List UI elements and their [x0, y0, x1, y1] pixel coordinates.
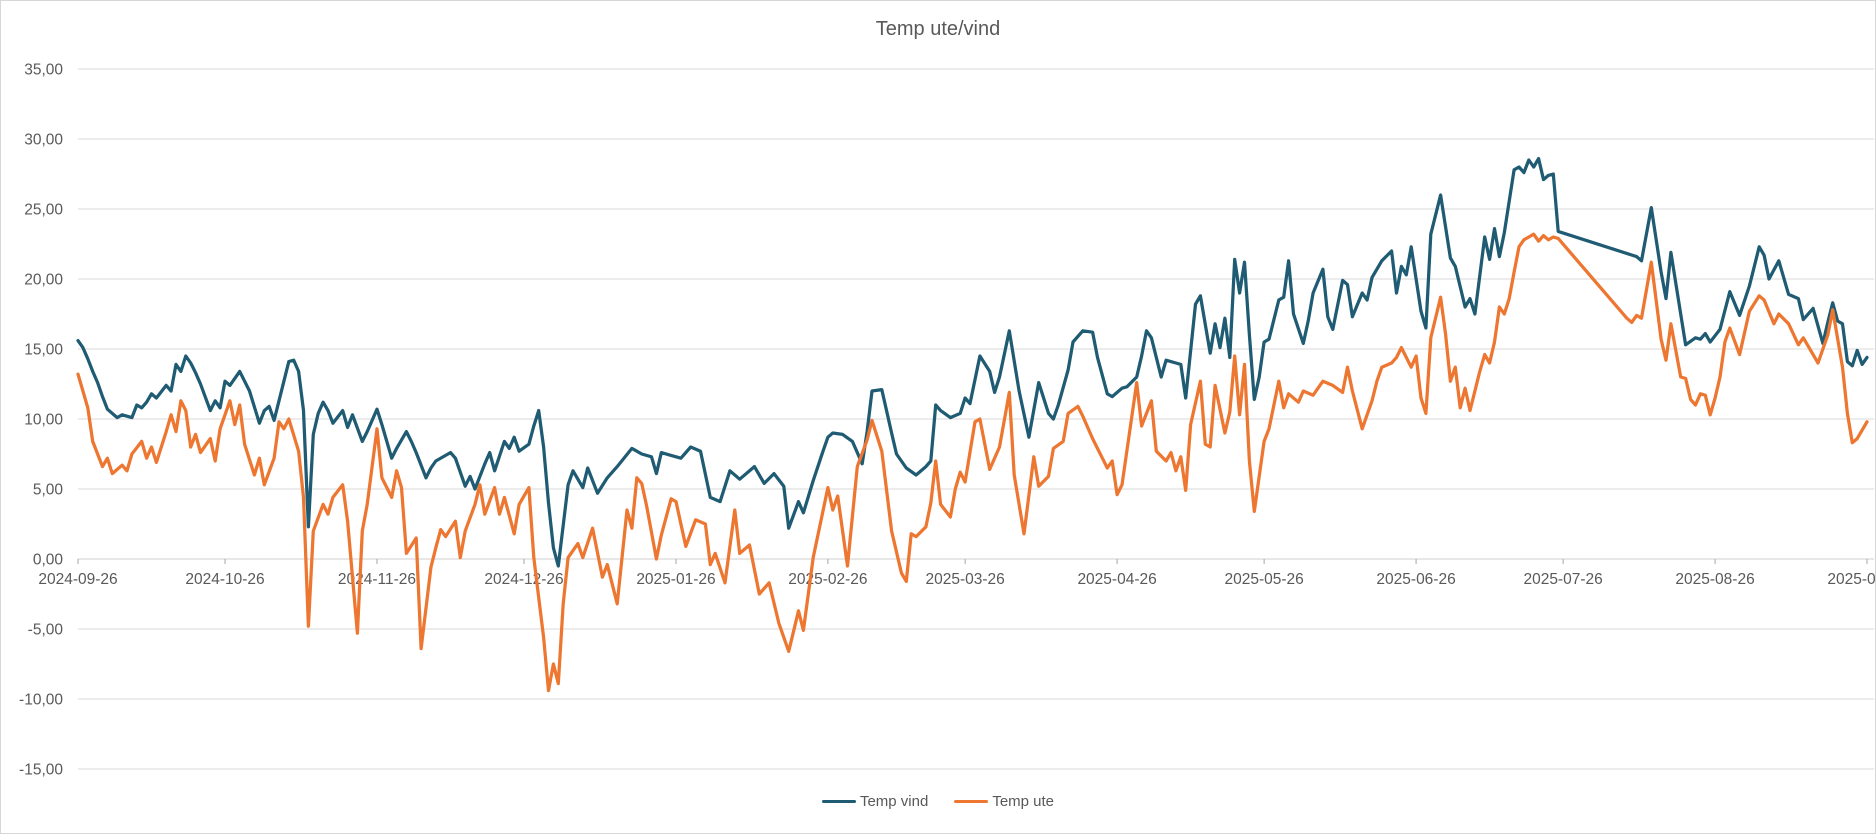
x-axis-tick-label: 2024-11-26 — [338, 571, 416, 588]
y-axis-tick-label: 25,00 — [24, 202, 63, 219]
legend-item-temp-vind: Temp vind — [821, 793, 929, 810]
y-axis-tick-label: -10,00 — [19, 692, 63, 709]
y-axis-tick-label: 15,00 — [24, 342, 63, 359]
legend-item-temp-ute: Temp ute — [954, 793, 1054, 810]
x-axis-tick-label: 2024-09-26 — [38, 571, 117, 588]
chart-legend: Temp vind Temp ute — [1, 793, 1875, 810]
y-axis-tick-label: 20,00 — [24, 272, 63, 289]
legend-label-temp-vind: Temp vind — [859, 793, 929, 810]
x-axis-tick-label: 2025-02-26 — [788, 571, 867, 588]
legend-line-swatch-temp-ute — [954, 799, 989, 804]
legend-label-temp-ute: Temp ute — [992, 793, 1055, 810]
y-axis-tick-label: 0,00 — [33, 552, 64, 569]
y-axis-tick-label: 35,00 — [24, 62, 63, 79]
y-axis-tick-label: 5,00 — [33, 482, 64, 499]
x-axis-tick-label: 2024-10-26 — [185, 571, 264, 588]
x-axis-tick-label: 2025-06-26 — [1376, 571, 1455, 588]
x-axis-tick-label: 2025-09-26 — [1827, 571, 1876, 588]
y-axis-tick-label: -15,00 — [19, 762, 63, 779]
x-axis-tick-label: 2025-03-26 — [925, 571, 1004, 588]
y-axis-tick-label: -5,00 — [28, 622, 64, 639]
y-axis-tick-label: 10,00 — [24, 412, 63, 429]
x-axis-tick-label: 2024-12-26 — [484, 571, 563, 588]
x-axis-tick-label: 2025-04-26 — [1077, 571, 1156, 588]
legend-line-swatch-temp-vind — [821, 799, 856, 804]
x-axis-tick-label: 2025-07-26 — [1523, 571, 1602, 588]
x-axis-tick-label: 2025-08-26 — [1675, 571, 1754, 588]
x-axis-tick-label: 2025-05-26 — [1224, 571, 1303, 588]
series-line-temp-vind — [76, 156, 1869, 568]
x-axis-tick-label: 2025-01-26 — [636, 571, 715, 588]
y-axis-tick-label: 30,00 — [24, 132, 63, 149]
chart-title: Temp ute/vind — [875, 18, 1001, 40]
series-line-temp-ute — [76, 232, 1869, 693]
